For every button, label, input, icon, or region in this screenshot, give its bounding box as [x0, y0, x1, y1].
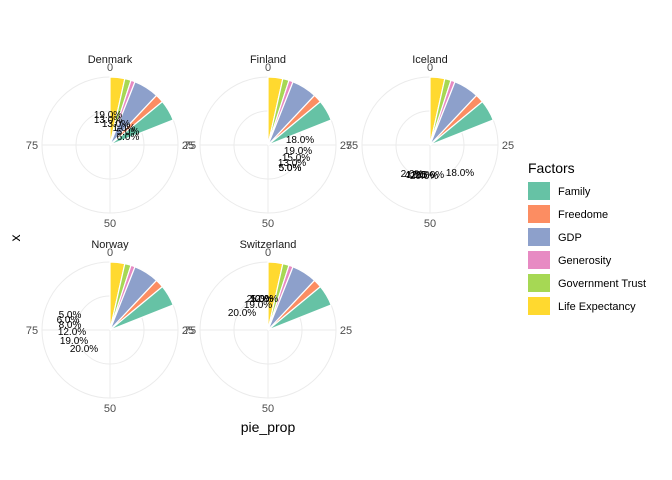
- theta-tick-label: 50: [104, 403, 116, 415]
- panel-title: Switzerland: [240, 239, 297, 251]
- slice-label: 6.0%: [57, 315, 80, 326]
- theta-tick-label: 75: [184, 140, 196, 152]
- legend-label-generosity: Generosity: [558, 255, 612, 267]
- slice-label: 19.0%: [60, 336, 88, 347]
- theta-tick-label: 25: [502, 140, 514, 152]
- legend-key-family: [528, 182, 550, 200]
- theta-tick-label: 0: [427, 62, 433, 74]
- slice-label: 20.0%: [70, 344, 98, 355]
- theta-tick-label: 50: [104, 218, 116, 230]
- theta-tick-label: 0: [265, 247, 271, 259]
- slice-label: 12.0%: [406, 170, 434, 181]
- slice-label: 13.0%: [94, 115, 122, 126]
- slice-label: 12.0%: [58, 327, 86, 338]
- theta-tick-label: 25: [182, 325, 194, 337]
- slice-label: 15.0%: [416, 170, 444, 181]
- theta-tick-label: 0: [107, 247, 113, 259]
- theta-tick-label: 75: [184, 325, 196, 337]
- slice-label: 18.0%: [446, 168, 474, 179]
- theta-tick-label: 75: [26, 325, 38, 337]
- legend-label-family: Family: [558, 186, 591, 198]
- panel-title: Finland: [250, 54, 286, 66]
- legend: Factors Family Freedome GDP Generosity Gover…: [528, 160, 646, 315]
- slice-label: 19.0%: [284, 146, 312, 157]
- legend-label-freedome: Freedome: [558, 209, 608, 221]
- slice-label: 13.0%: [102, 119, 130, 130]
- slice-label: 20.0%: [410, 171, 438, 182]
- theta-tick-label: 75: [346, 140, 358, 152]
- slice-label: 5.0%: [279, 163, 302, 174]
- slice-label: 19.0%: [94, 110, 122, 121]
- panel-title: Denmark: [88, 54, 133, 66]
- legend-key-government-trust: [528, 274, 550, 292]
- legend-key-gdp: [528, 228, 550, 246]
- slice-label: 4.0%: [405, 170, 428, 181]
- theta-tick-label: 50: [262, 218, 274, 230]
- legend-label-gdp: GDP: [558, 232, 582, 244]
- theta-tick-label: 50: [424, 218, 436, 230]
- slice-label: 8.0%: [59, 320, 82, 331]
- slice-family: [429, 100, 495, 146]
- theta-tick-label: 0: [107, 62, 113, 74]
- slice-label: 1.0%: [113, 123, 136, 134]
- slice-label: 19.0%: [244, 300, 272, 311]
- slice-label: 12.0%: [250, 294, 278, 305]
- slice-label: 20.0%: [228, 308, 256, 319]
- chart-panels: Denmark025507519.0%13.0%13.0%1.0%5.0%6.0…: [26, 54, 514, 415]
- theta-tick-label: 0: [265, 62, 271, 74]
- theta-tick-label: 75: [26, 140, 38, 152]
- slice-family: [267, 285, 333, 331]
- legend-key-generosity: [528, 251, 550, 269]
- slice-family: [109, 100, 175, 146]
- slice-label: 15.0%: [282, 153, 310, 164]
- legend-key-freedome: [528, 205, 550, 223]
- theta-tick-label: 50: [262, 403, 274, 415]
- slice-label: 6.0%: [117, 132, 140, 143]
- panel-title: Norway: [91, 239, 129, 251]
- legend-key-life-expectancy: [528, 297, 550, 315]
- legend-label-life-expectancy: Life Expectancy: [558, 301, 636, 313]
- slice-label: 1.0%: [251, 294, 274, 305]
- legend-title: Factors: [528, 160, 575, 176]
- slice-family: [267, 100, 333, 146]
- slice-label: 5.0%: [59, 310, 82, 321]
- theta-tick-label: 25: [340, 325, 352, 337]
- theta-tick-label: 25: [182, 140, 194, 152]
- slice-label: 5.0%: [279, 163, 302, 174]
- y-axis-title: x: [7, 235, 23, 242]
- legend-label-government-trust: Government Trust: [558, 278, 646, 290]
- slice-label: 2.0%: [401, 169, 424, 180]
- slice-label: 13.0%: [278, 158, 306, 169]
- x-axis-title: pie_prop: [241, 419, 296, 435]
- theta-tick-label: 25: [340, 140, 352, 152]
- slice-family: [109, 285, 175, 331]
- slice-label: 5.0%: [251, 294, 274, 305]
- slice-label: 5.0%: [117, 127, 140, 138]
- slice-label: 2.0%: [247, 294, 270, 305]
- panel-title: Iceland: [412, 54, 447, 66]
- slice-label: 18.0%: [286, 135, 314, 146]
